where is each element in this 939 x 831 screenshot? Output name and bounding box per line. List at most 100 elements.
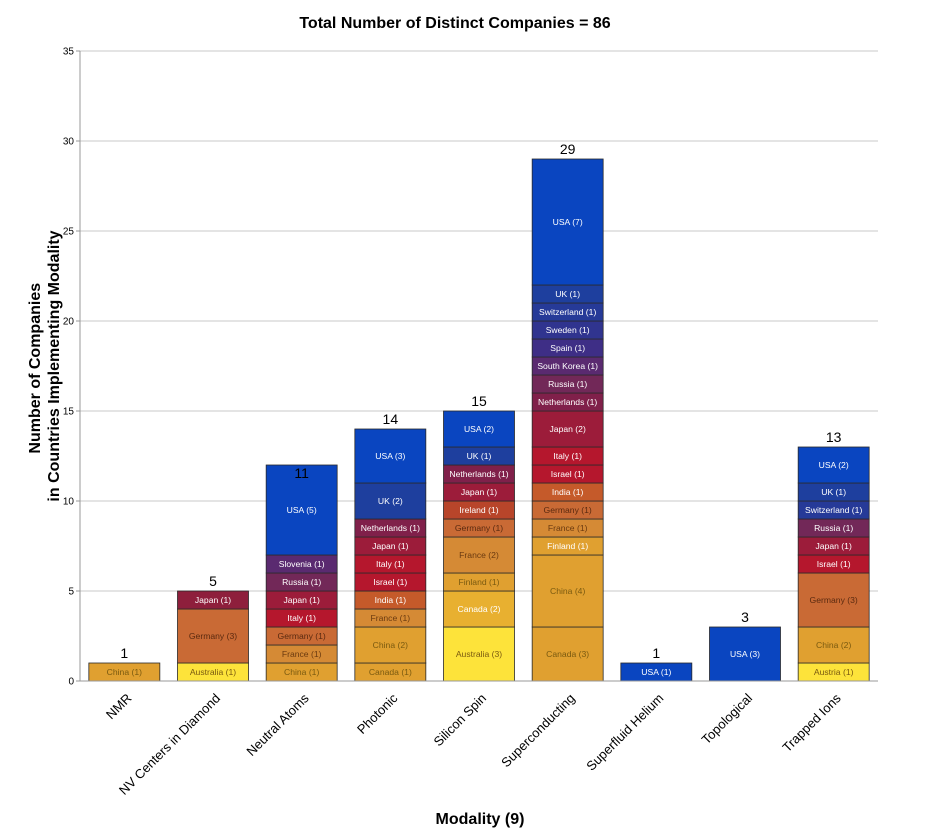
segment-label: China (4) [550, 586, 585, 596]
bar-total-label: 11 [294, 465, 309, 481]
segment-label: UK (2) [378, 496, 403, 506]
bar-total-label: 14 [383, 411, 399, 427]
segment-label: Spain (1) [550, 343, 585, 353]
y-tick-label: 20 [63, 317, 75, 328]
bar-segment [797, 446, 870, 484]
bar-stack: Canada (1) China (2) France (1) India (1) Is… [354, 428, 427, 682]
bar-stack: China (1) France (1) Germany (1) Italy (1) J… [265, 464, 338, 682]
segment-label: France (1) [371, 613, 411, 623]
segment-label: USA (2) [464, 424, 494, 434]
segment-label: China (2) [373, 640, 408, 650]
y-axis-ticks: 0 5 10 15 20 25 30 35 [63, 47, 80, 688]
segment-label: France (1) [282, 649, 322, 659]
segment-label: Australia (1) [190, 667, 236, 677]
x-category-label: Neutral Atoms [243, 690, 312, 759]
x-category-label: Silicon Spin [430, 691, 489, 750]
segment-label: Netherlands (1) [361, 523, 420, 533]
segment-label: Japan (1) [195, 595, 231, 605]
x-axis-title: Modality (9) [436, 811, 525, 828]
y-tick-label: 15 [63, 407, 75, 418]
segment-label: Italy (1) [376, 559, 405, 569]
segment-label: India (1) [375, 595, 407, 605]
segment-label: Israel (1) [373, 577, 407, 587]
segment-label: USA (7) [553, 217, 583, 227]
segment-label: UK (1) [555, 289, 580, 299]
bar-total-label: 15 [471, 393, 487, 409]
segment-label: China (1) [107, 667, 142, 677]
y-tick-label: 35 [63, 47, 75, 58]
segment-label: USA (2) [819, 460, 849, 470]
segment-label: Australia (3) [456, 649, 502, 659]
segment-label: Finland (1) [458, 577, 499, 587]
segment-label: Netherlands (1) [449, 469, 508, 479]
chart-title: Total Number of Distinct Companies = 86 [299, 15, 610, 32]
bar-total-label: 1 [652, 645, 660, 661]
segment-label: France (2) [459, 550, 499, 560]
y-tick-label: 10 [63, 497, 75, 508]
segment-label: Italy (1) [287, 613, 316, 623]
segment-label: Russia (1) [282, 577, 321, 587]
x-category-label: Trapped Ions [779, 690, 844, 755]
segment-label: China (2) [816, 640, 851, 650]
bar-total-label: 1 [120, 645, 128, 661]
bar-segment [531, 626, 604, 682]
segment-label: Austria (1) [814, 667, 854, 677]
bar-segment [797, 626, 870, 664]
y-tick-label: 30 [63, 137, 75, 148]
bar-segment [354, 428, 427, 484]
x-category-label: NV Centers in Diamond [116, 691, 223, 798]
segment-label: Canada (1) [369, 667, 412, 677]
segment-label: Russia (1) [548, 379, 587, 389]
segment-label: Japan (2) [550, 424, 586, 434]
x-category-label: Topological [699, 690, 756, 747]
bar-segment [709, 626, 781, 682]
bar-total-label: 13 [826, 429, 842, 445]
bar-total-label: 29 [560, 141, 576, 157]
bar-segment [531, 158, 604, 286]
segment-label: Slovenia (1) [279, 559, 325, 569]
segment-label: Netherlands (1) [538, 397, 597, 407]
segment-label: Canada (3) [546, 649, 589, 659]
segment-label: USA (1) [641, 667, 671, 677]
segment-label: Japan (1) [816, 541, 852, 551]
segment-label: Germany (1) [544, 505, 592, 515]
segment-label: Israel (1) [551, 469, 585, 479]
segment-label: Japan (1) [372, 541, 408, 551]
segment-label: USA (3) [375, 451, 405, 461]
segment-label: Germany (1) [455, 523, 503, 533]
y-axis-title-line-1: Number of Companies [27, 283, 44, 454]
bars: China (1) 1 Australia (1) Germany (3) Japan … [88, 141, 870, 682]
bar-segment [177, 590, 249, 610]
bar-total-label: 3 [741, 609, 749, 625]
segment-label: Italy (1) [553, 451, 582, 461]
segment-label: Russia (1) [814, 523, 853, 533]
bar-stack: Australia (1) Germany (3) Japan (1) [177, 590, 249, 682]
segment-label: UK (1) [821, 487, 846, 497]
bar-stack: USA (3) [709, 626, 781, 682]
segment-label: USA (5) [287, 505, 317, 515]
segment-label: China (1) [284, 667, 319, 677]
bar-total-label: 5 [209, 573, 217, 589]
segment-label: India (1) [552, 487, 584, 497]
segment-label: Germany (3) [189, 631, 237, 641]
bar-segment [354, 626, 427, 664]
segment-label: Ireland (1) [459, 505, 498, 515]
segment-label: Germany (1) [278, 631, 326, 641]
segment-label: Israel (1) [817, 559, 851, 569]
x-category-label: Superfluid Helium [583, 691, 666, 774]
x-category-label: Photonic [354, 690, 401, 737]
bar-segment [354, 482, 427, 520]
segment-label: Switzerland (1) [805, 505, 862, 515]
bar-segment [531, 554, 604, 628]
y-tick-label: 25 [63, 227, 75, 238]
bar-stack: USA (1) [620, 662, 693, 682]
bar-segment [265, 464, 338, 556]
segment-label: Canada (2) [458, 604, 501, 614]
segment-label: Germany (3) [810, 595, 858, 605]
segment-label: Sweden (1) [546, 325, 590, 335]
bar-stack: Australia (3) Canada (2) Finland (1) France… [443, 410, 515, 682]
y-axis-title-line-2: in Countries Implementing Modality [46, 230, 63, 501]
bar-segment [443, 536, 515, 574]
